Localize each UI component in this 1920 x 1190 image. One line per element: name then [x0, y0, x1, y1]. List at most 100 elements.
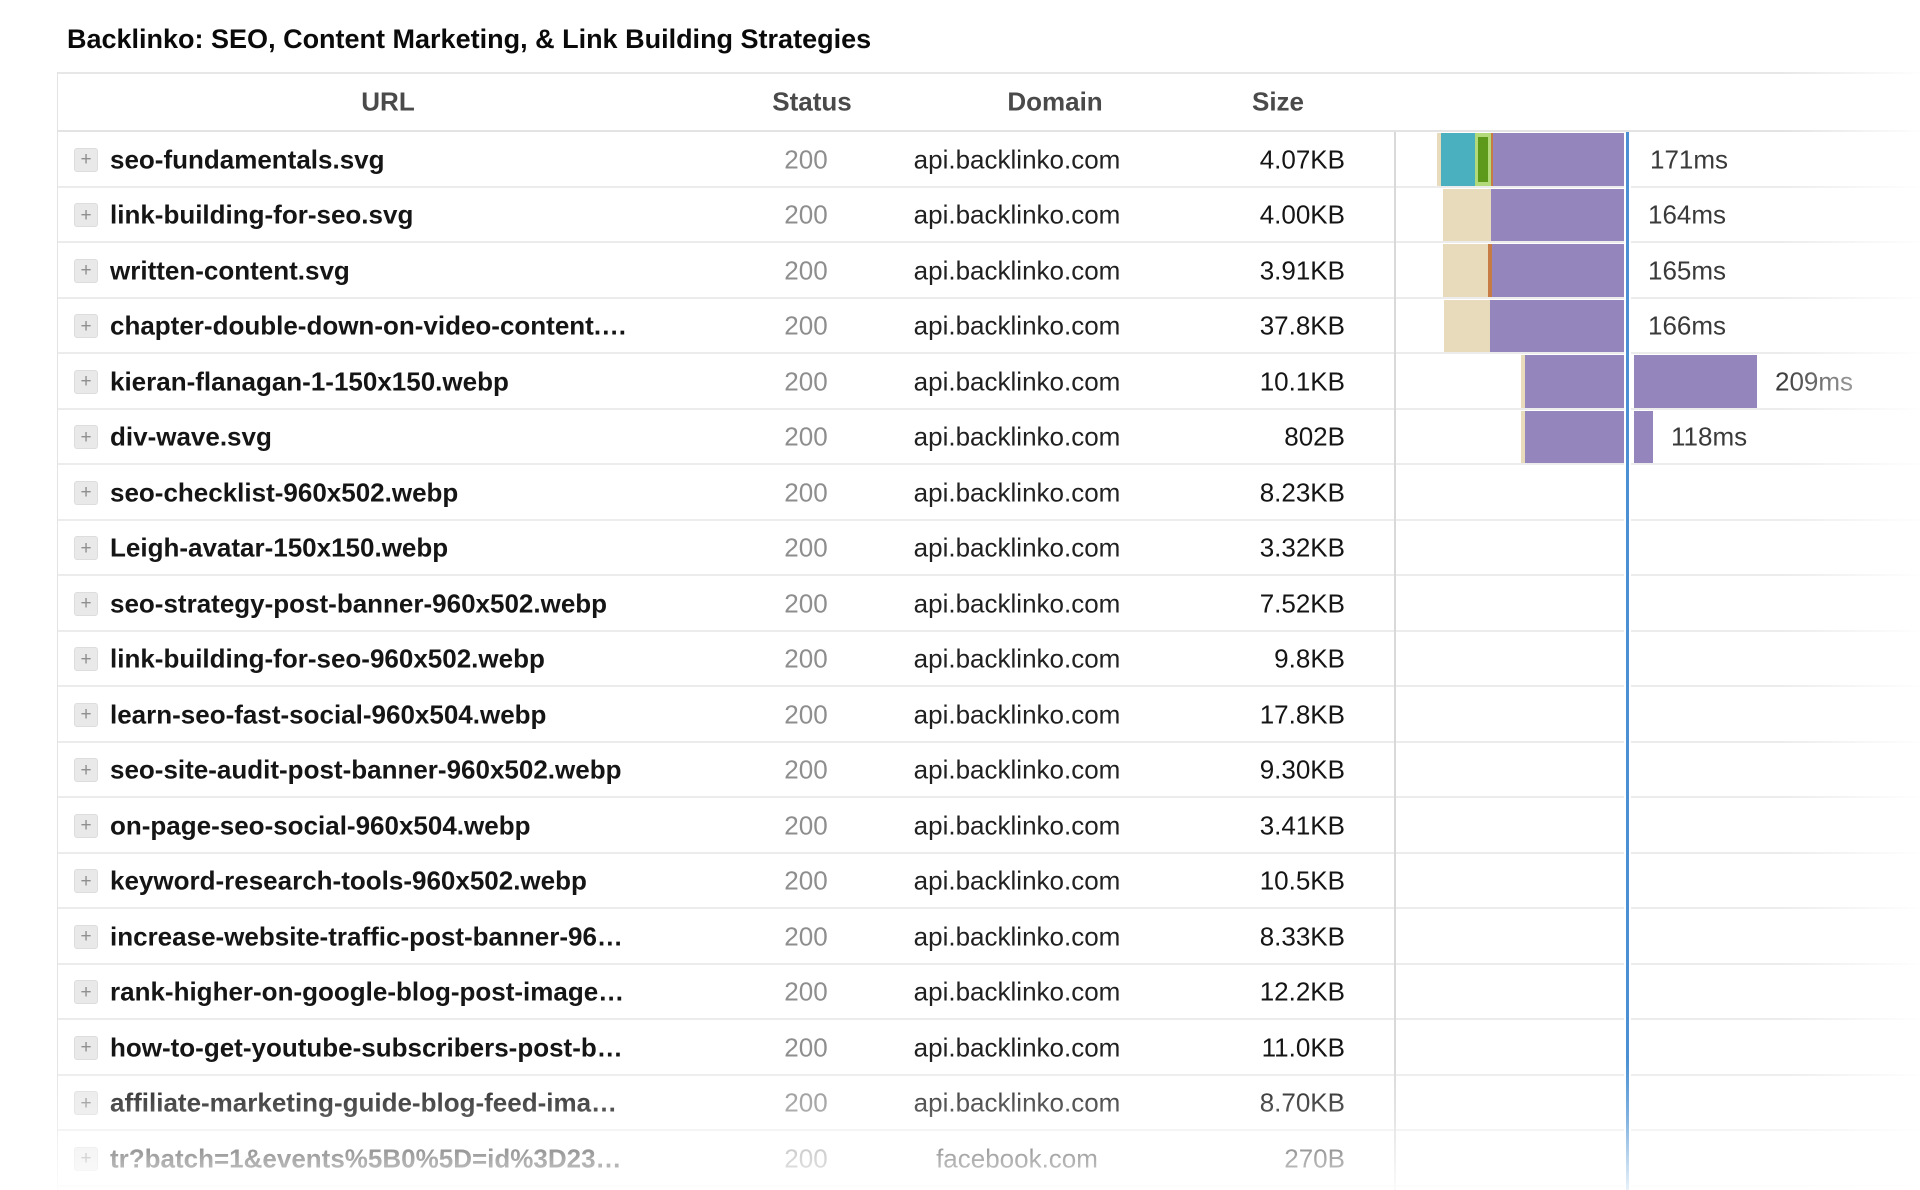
size-cell: 9.30KB	[1259, 754, 1345, 785]
status-cell: 200	[784, 477, 828, 508]
waterfall-segment-blocked	[1444, 299, 1490, 352]
table-header: URL Status Domain Size	[0, 72, 1920, 132]
status-cell: 200	[784, 699, 828, 730]
domain-cell: api.backlinko.com	[913, 1087, 1121, 1118]
domain-cell: api.backlinko.com	[913, 255, 1121, 286]
status-cell: 200	[784, 255, 828, 286]
table-row: + rank-higher-on-google-blog-post-image… 2…	[0, 965, 1920, 1021]
size-cell: 11.0KB	[1261, 1032, 1345, 1063]
table-row: + learn-seo-fast-social-960x504.webp 200 ap…	[0, 687, 1920, 743]
waterfall-segment-wait	[1525, 355, 1628, 408]
expand-button[interactable]: +	[74, 480, 98, 505]
expand-button[interactable]: +	[74, 369, 98, 394]
size-cell: 9.8KB	[1274, 643, 1345, 674]
status-cell: 200	[784, 976, 828, 1007]
expand-button[interactable]: +	[74, 869, 98, 894]
expand-button[interactable]: +	[74, 536, 98, 561]
domain-cell: api.backlinko.com	[913, 1032, 1121, 1063]
size-cell: 802B	[1284, 421, 1345, 452]
status-cell: 200	[784, 810, 828, 841]
waterfall-segment-wait	[1490, 299, 1628, 352]
time-label: 209ms	[1775, 366, 1854, 397]
waterfall-segment-send_bg	[1475, 133, 1491, 186]
url-cell: link-building-for-seo-960x502.webp	[110, 643, 545, 674]
expand-button[interactable]: +	[74, 647, 98, 672]
event-marker-line	[1624, 132, 1631, 1190]
domain-cell: api.backlinko.com	[913, 588, 1121, 619]
table-row: + on-page-seo-social-960x504.webp 200 api.b…	[0, 798, 1920, 854]
url-cell: seo-strategy-post-banner-960x502.webp	[110, 588, 608, 619]
expand-button[interactable]: +	[74, 924, 98, 949]
table-left-border	[57, 72, 58, 1190]
url-cell: written-content.svg	[110, 255, 350, 286]
status-cell: 200	[784, 366, 828, 397]
status-cell: 200	[784, 199, 828, 230]
waterfall-segment-connect	[1491, 133, 1493, 186]
domain-cell: api.backlinko.com	[913, 144, 1121, 175]
table-row: + seo-checklist-960x502.webp 200 api.backli…	[0, 465, 1920, 521]
url-cell: chapter-double-down-on-video-content.…	[110, 310, 628, 341]
expand-button[interactable]: +	[74, 425, 98, 450]
table-row: + seo-site-audit-post-banner-960x502.webp…	[0, 743, 1920, 799]
waterfall-segment-wait	[1493, 133, 1628, 186]
table-row: + written-content.svg 200 api.backlinko.com…	[0, 243, 1920, 299]
expand-button[interactable]: +	[74, 702, 98, 727]
expand-button[interactable]: +	[74, 1091, 98, 1116]
waterfall-segment-send	[1478, 137, 1488, 182]
url-cell: seo-site-audit-post-banner-960x502.webp	[110, 754, 622, 785]
status-cell: 200	[784, 643, 828, 674]
expand-button[interactable]: +	[74, 1035, 98, 1060]
waterfall-segment-wait	[1492, 244, 1628, 297]
table-row: + tr?batch=1&events%5B0%5D=id%3D23… 200 fac…	[0, 1131, 1920, 1187]
table-row: + chapter-double-down-on-video-content.… 2…	[0, 299, 1920, 355]
table-row: + keyword-research-tools-960x502.webp 200 a…	[0, 854, 1920, 910]
expand-button[interactable]: +	[74, 203, 98, 228]
url-cell: rank-higher-on-google-blog-post-image…	[110, 976, 625, 1007]
domain-cell: api.backlinko.com	[913, 754, 1121, 785]
status-cell: 200	[784, 754, 828, 785]
expand-button[interactable]: +	[74, 591, 98, 616]
waterfall-segment-wait	[1491, 188, 1628, 241]
waterfall-segment-blocked	[1521, 410, 1525, 463]
domain-cell: api.backlinko.com	[913, 643, 1121, 674]
expand-button[interactable]: +	[74, 758, 98, 783]
column-header-status[interactable]: Status	[772, 86, 852, 117]
waterfall-segment-blocked	[1443, 244, 1488, 297]
waterfall-segment-dns	[1441, 133, 1475, 186]
status-cell: 200	[784, 865, 828, 896]
page-title: Backlinko: SEO, Content Marketing, & Lin…	[67, 24, 872, 54]
waterfall-segment-blocked	[1521, 355, 1525, 408]
expand-button[interactable]: +	[74, 147, 98, 172]
size-cell: 8.33KB	[1259, 921, 1345, 952]
size-cell: 12.2KB	[1259, 976, 1345, 1007]
waterfall-segment-blocked	[1437, 133, 1441, 186]
domain-cell: api.backlinko.com	[913, 921, 1121, 952]
size-cell: 270B	[1284, 1143, 1345, 1174]
table-row: + increase-website-traffic-post-banner-96…	[0, 909, 1920, 965]
table-row: + affiliate-marketing-guide-blog-feed-ima…	[0, 1076, 1920, 1132]
url-cell: learn-seo-fast-social-960x504.webp	[110, 699, 547, 730]
expand-button[interactable]: +	[74, 980, 98, 1005]
status-cell: 200	[784, 921, 828, 952]
expand-button[interactable]: +	[74, 1146, 98, 1171]
expand-button[interactable]: +	[74, 258, 98, 283]
domain-cell: api.backlinko.com	[913, 532, 1121, 563]
waterfall-segment-wait	[1634, 355, 1757, 408]
size-cell: 17.8KB	[1259, 699, 1345, 730]
size-cell: 3.41KB	[1259, 810, 1345, 841]
domain-cell: api.backlinko.com	[913, 699, 1121, 730]
column-header-size[interactable]: Size	[1251, 86, 1305, 117]
expand-button[interactable]: +	[74, 813, 98, 838]
status-cell: 200	[784, 1143, 828, 1174]
column-header-domain[interactable]: Domain	[1007, 86, 1103, 117]
size-cell: 3.91KB	[1259, 255, 1345, 286]
size-cell: 10.1KB	[1259, 366, 1345, 397]
url-cell: how-to-get-youtube-subscribers-post-b…	[110, 1032, 623, 1063]
domain-cell: api.backlinko.com	[913, 366, 1121, 397]
table-row: + div-wave.svg 200 api.backlinko.com 802B 118…	[0, 410, 1920, 466]
column-header-url[interactable]: URL	[361, 86, 415, 117]
domain-cell: api.backlinko.com	[913, 421, 1121, 452]
expand-button[interactable]: +	[74, 314, 98, 339]
url-cell: on-page-seo-social-960x504.webp	[110, 810, 531, 841]
